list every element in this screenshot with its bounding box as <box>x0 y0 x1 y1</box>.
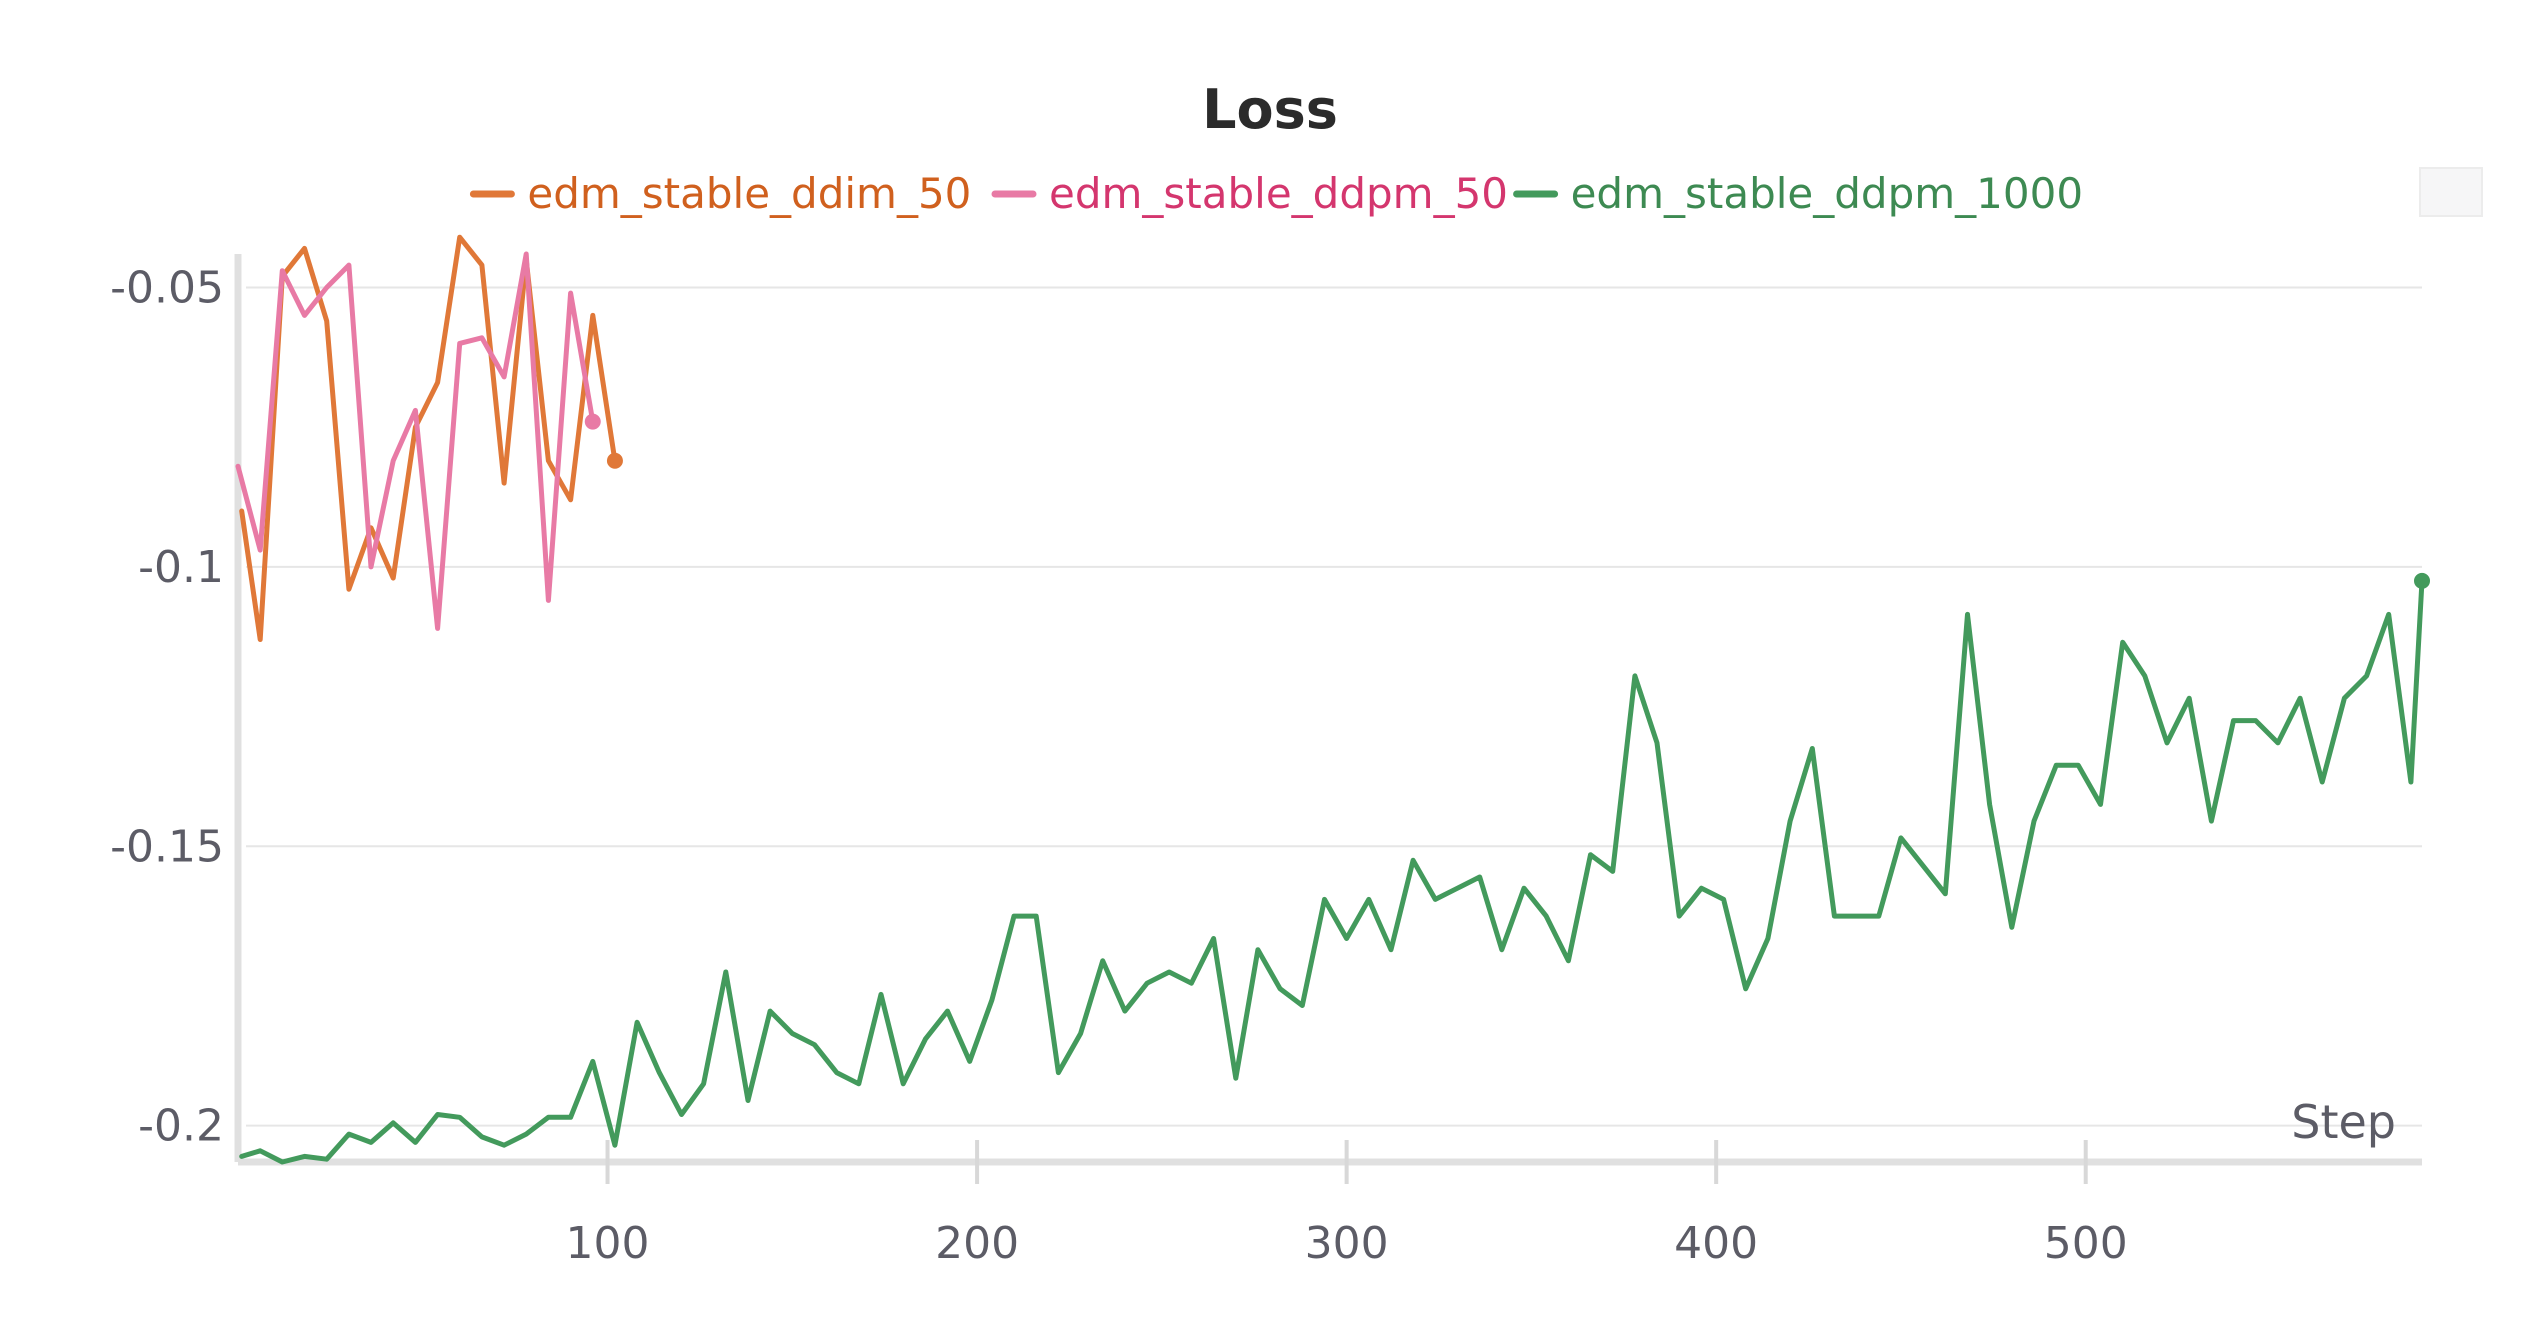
series-lines <box>235 234 2425 1165</box>
y-tick-label: -0.2 <box>138 1101 224 1152</box>
panel-handle[interactable] <box>2419 167 2483 217</box>
series-line-edm_stable_ddim_50[interactable] <box>239 234 618 642</box>
chart-title: Loss <box>1202 78 1338 141</box>
legend: edm_stable_ddim_50 edm_stable_ddpm_50 edm_… <box>469 169 2083 218</box>
series-line-edm_stable_ddpm_50[interactable] <box>235 251 596 631</box>
axes: -0.05 -0.1 -0.15 -0.2 100 200 300 400 500 <box>110 254 2422 1269</box>
y-tick-label: -0.1 <box>138 542 224 593</box>
series-end-marker-edm_stable_ddpm_50[interactable] <box>584 413 601 430</box>
legend-label: edm_stable_ddpm_50 <box>1049 169 1508 218</box>
series-line-edm_stable_ddpm_1000[interactable] <box>239 578 2425 1165</box>
legend-label: edm_stable_ddim_50 <box>527 169 971 218</box>
series-end-marker-edm_stable_ddpm_1000[interactable] <box>2414 572 2430 589</box>
legend-item-edm_stable_ddpm_1000[interactable]: edm_stable_ddpm_1000 <box>1513 169 2083 218</box>
x-tick-label: 200 <box>935 1218 1019 1269</box>
legend-label: edm_stable_ddpm_1000 <box>1571 169 2083 218</box>
x-tick-label: 400 <box>1674 1218 1758 1269</box>
x-axis-label: Step <box>2291 1095 2396 1149</box>
x-tick-label: 100 <box>566 1218 650 1269</box>
y-tick-label: -0.05 <box>110 262 224 313</box>
series-end-marker-edm_stable_ddim_50[interactable] <box>606 452 623 469</box>
grid <box>246 286 2422 1127</box>
series-end-markers <box>584 413 2430 589</box>
x-tick-label: 500 <box>2044 1218 2128 1269</box>
x-tick-label: 300 <box>1305 1218 1389 1269</box>
y-tick-label: -0.15 <box>110 821 224 872</box>
legend-item-edm_stable_ddpm_50[interactable]: edm_stable_ddpm_50 <box>991 169 1508 218</box>
legend-item-edm_stable_ddim_50[interactable]: edm_stable_ddim_50 <box>469 169 971 218</box>
